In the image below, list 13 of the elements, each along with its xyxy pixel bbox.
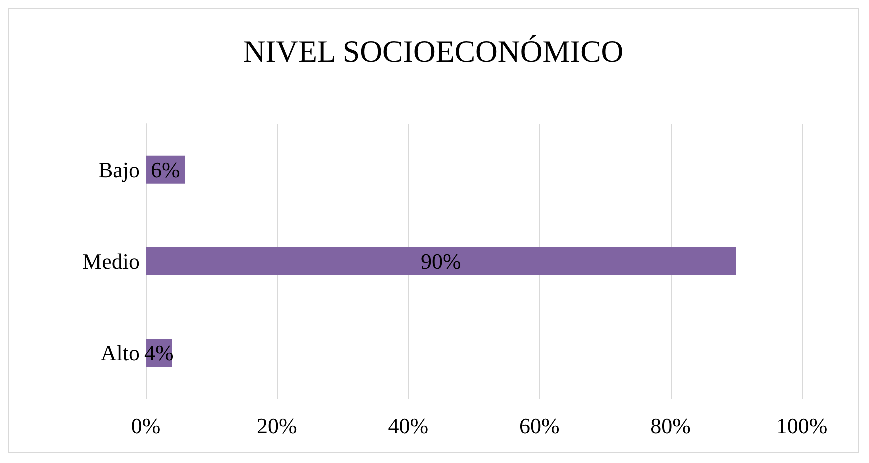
chart-title: NIVEL SOCIOECONÓMICO [243, 34, 624, 69]
x-tick-label: 100% [776, 414, 828, 438]
x-tick-label: 40% [388, 414, 429, 438]
data-label: 90% [421, 249, 462, 274]
y-tick-label: Alto [100, 340, 140, 366]
x-tick-label: 20% [257, 414, 298, 438]
y-tick-label: Medio [82, 249, 140, 274]
x-tick-label: 80% [650, 414, 691, 438]
data-label: 6% [151, 157, 180, 182]
x-tick-label: 60% [519, 414, 560, 438]
y-tick-label: Bajo [98, 157, 140, 182]
x-tick-label: 0% [131, 414, 161, 438]
bar [146, 248, 736, 276]
